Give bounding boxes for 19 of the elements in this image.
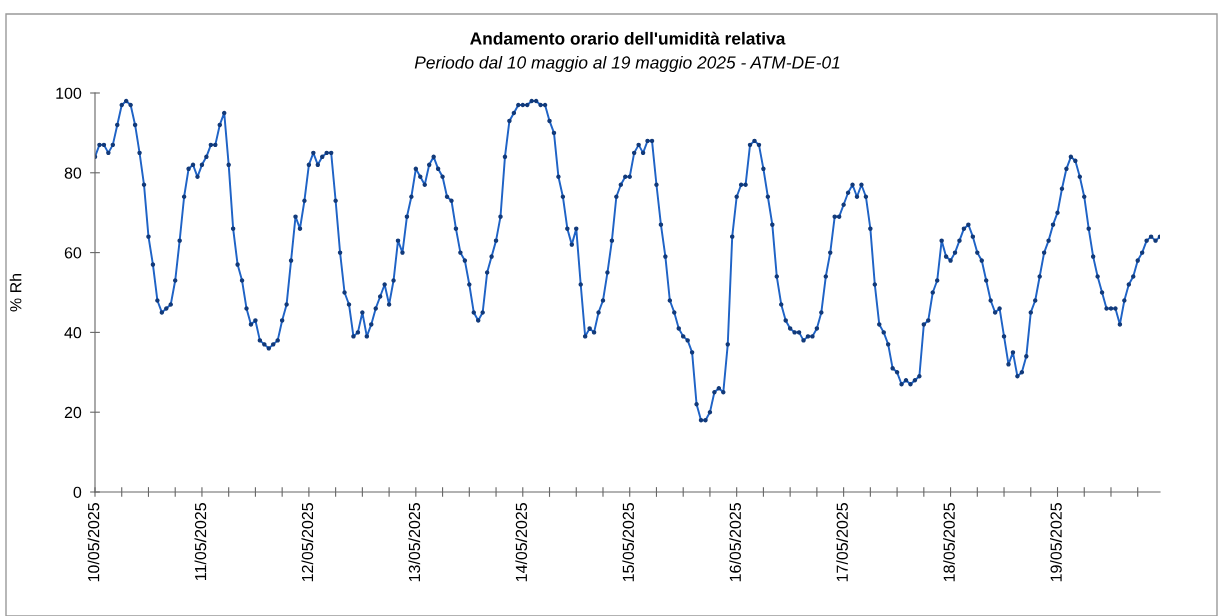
x-tick-label: 10/05/2025 (87, 503, 100, 582)
x-tick-label: 15/05/2025 (622, 503, 635, 582)
x-tick-label: 12/05/2025 (301, 503, 314, 582)
chart-subtitle: Periodo dal 10 maggio al 19 maggio 2025 - ATM-DE-01 (414, 55, 840, 73)
x-tick-label: 19/05/2025 (1050, 503, 1062, 582)
y-axis-title: % Rh (9, 274, 22, 312)
y-tick-label: 60 (64, 247, 82, 259)
y-tick-label: 40 (64, 327, 82, 339)
chart-title: Andamento orario dell'umidità relativa (470, 31, 786, 45)
y-tick-label: 80 (64, 167, 82, 179)
x-tick-label: 16/05/2025 (729, 503, 741, 582)
x-tick-label: 14/05/2025 (515, 503, 528, 582)
y-tick-label: 100 (56, 87, 82, 99)
x-tick-label: 17/05/2025 (836, 503, 848, 582)
y-tick-label: 20 (64, 406, 82, 419)
y-tick-label: 0 (73, 486, 82, 498)
x-tick-label: 13/05/2025 (408, 503, 421, 582)
x-tick-label: 11/05/2025 (194, 503, 207, 580)
x-tick-label: 18/05/2025 (943, 503, 955, 582)
